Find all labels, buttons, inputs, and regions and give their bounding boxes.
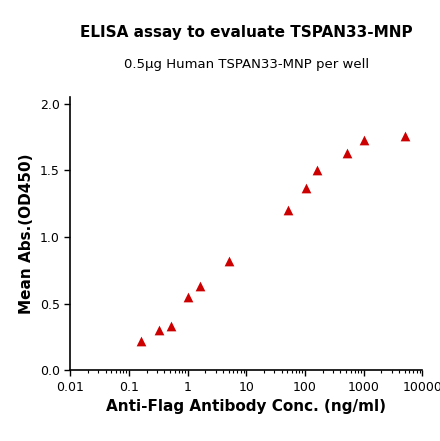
Point [155,327,162,334]
Point [402,132,409,139]
Point [196,283,203,290]
X-axis label: Anti-Flag Antibody Conc. (ng/ml): Anti-Flag Antibody Conc. (ng/ml) [106,400,386,415]
Point [167,323,174,330]
Text: 0.5μg Human TSPAN33-MNP per well: 0.5μg Human TSPAN33-MNP per well [124,58,369,71]
Point [343,149,350,157]
Point [302,184,309,191]
Text: ELISA assay to evaluate TSPAN33-MNP: ELISA assay to evaluate TSPAN33-MNP [80,25,413,40]
Point [184,294,191,301]
Y-axis label: Mean Abs.(OD450): Mean Abs.(OD450) [19,153,34,314]
Point [314,167,321,174]
Point [284,207,291,214]
Point [226,258,233,265]
Point [138,337,145,344]
Point [361,136,368,143]
